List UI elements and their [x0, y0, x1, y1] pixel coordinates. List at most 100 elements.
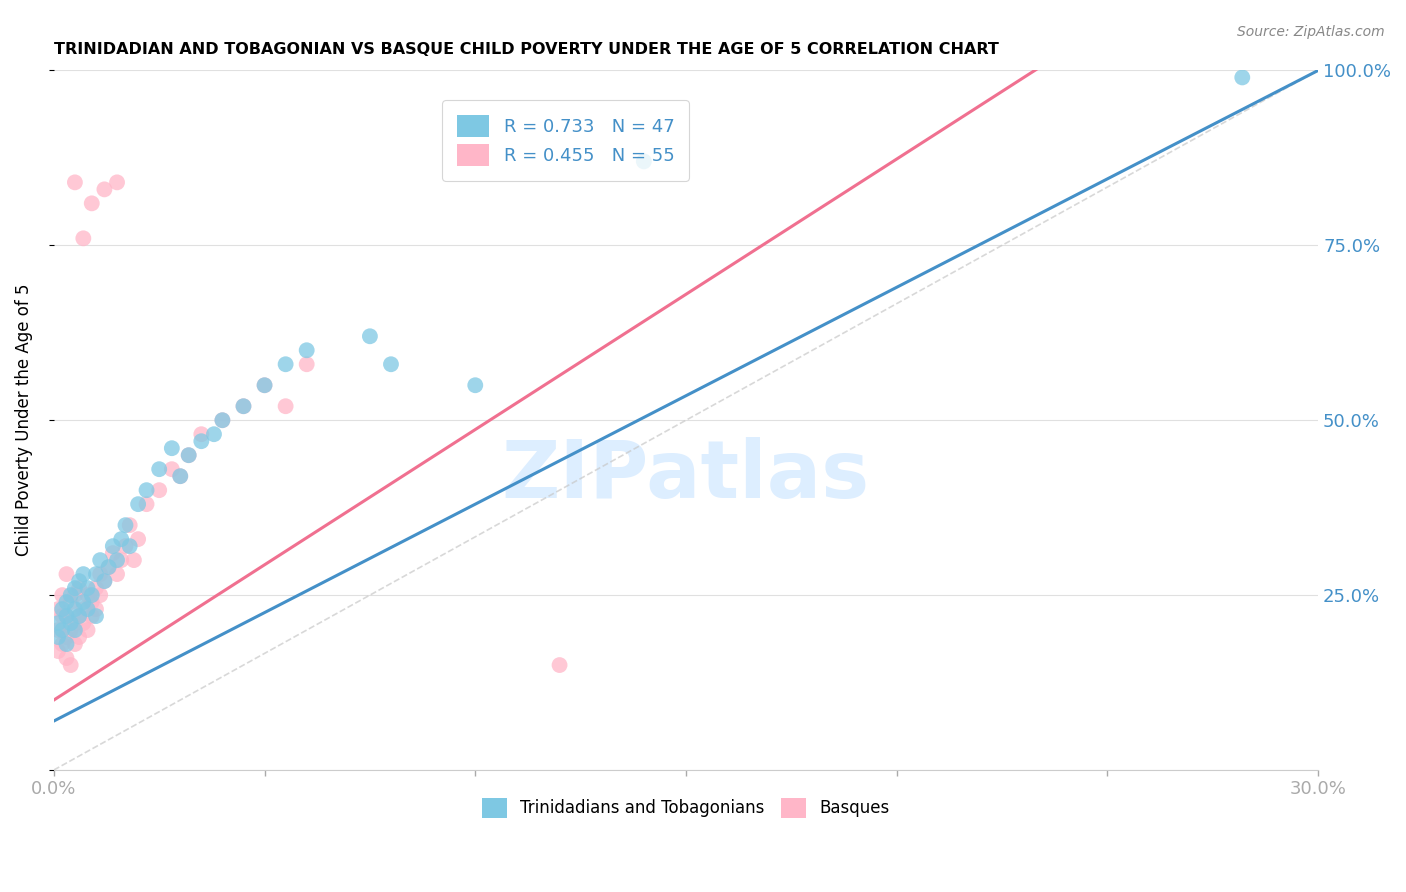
Point	[295, 357, 318, 371]
Point	[464, 378, 486, 392]
Point	[160, 462, 183, 476]
Point	[63, 637, 86, 651]
Text: ZIPatlas: ZIPatlas	[502, 437, 870, 516]
Point	[59, 595, 82, 609]
Point	[55, 595, 77, 609]
Point	[110, 532, 132, 546]
Point	[274, 399, 297, 413]
Point	[76, 581, 98, 595]
Point	[72, 231, 94, 245]
Point	[232, 399, 254, 413]
Point	[46, 644, 69, 658]
Point	[51, 609, 73, 624]
Point	[177, 448, 200, 462]
Point	[84, 602, 107, 616]
Point	[105, 553, 128, 567]
Point	[135, 483, 157, 498]
Point	[202, 427, 225, 442]
Text: Source: ZipAtlas.com: Source: ZipAtlas.com	[1237, 25, 1385, 39]
Point	[51, 637, 73, 651]
Point	[55, 609, 77, 624]
Point	[55, 567, 77, 582]
Point	[55, 609, 77, 624]
Point	[80, 595, 103, 609]
Point	[101, 546, 124, 560]
Point	[72, 602, 94, 616]
Point	[177, 448, 200, 462]
Point	[76, 588, 98, 602]
Point	[46, 616, 69, 631]
Point	[114, 539, 136, 553]
Legend: Trinidadians and Tobagonians, Basques: Trinidadians and Tobagonians, Basques	[475, 791, 897, 824]
Point	[72, 616, 94, 631]
Point	[253, 378, 276, 392]
Point	[46, 602, 69, 616]
Point	[63, 623, 86, 637]
Point	[89, 567, 111, 582]
Point	[1232, 70, 1254, 85]
Point	[253, 378, 276, 392]
Point	[55, 651, 77, 665]
Point	[67, 581, 90, 595]
Point	[633, 154, 655, 169]
Point	[84, 609, 107, 624]
Point	[63, 616, 86, 631]
Point	[63, 581, 86, 595]
Point	[169, 469, 191, 483]
Point	[76, 602, 98, 616]
Point	[51, 602, 73, 616]
Point	[160, 441, 183, 455]
Point	[93, 574, 115, 588]
Point	[190, 434, 212, 449]
Point	[359, 329, 381, 343]
Point	[232, 399, 254, 413]
Point	[63, 588, 86, 602]
Point	[59, 658, 82, 673]
Point	[105, 175, 128, 189]
Point	[110, 553, 132, 567]
Point	[295, 343, 318, 358]
Point	[93, 574, 115, 588]
Point	[67, 609, 90, 624]
Point	[101, 539, 124, 553]
Point	[46, 630, 69, 644]
Point	[118, 539, 141, 553]
Point	[80, 196, 103, 211]
Point	[148, 483, 170, 498]
Point	[76, 623, 98, 637]
Point	[190, 427, 212, 442]
Point	[80, 588, 103, 602]
Point	[135, 497, 157, 511]
Point	[63, 602, 86, 616]
Point	[89, 553, 111, 567]
Point	[84, 567, 107, 582]
Point	[67, 609, 90, 624]
Point	[55, 637, 77, 651]
Point	[211, 413, 233, 427]
Point	[118, 518, 141, 533]
Point	[114, 518, 136, 533]
Point	[105, 567, 128, 582]
Point	[72, 595, 94, 609]
Point	[59, 623, 82, 637]
Point	[51, 623, 73, 637]
Y-axis label: Child Poverty Under the Age of 5: Child Poverty Under the Age of 5	[15, 284, 32, 557]
Point	[97, 560, 120, 574]
Point	[127, 497, 149, 511]
Point	[380, 357, 402, 371]
Point	[55, 630, 77, 644]
Point	[72, 567, 94, 582]
Point	[63, 175, 86, 189]
Point	[548, 658, 571, 673]
Point	[80, 609, 103, 624]
Point	[97, 560, 120, 574]
Point	[51, 588, 73, 602]
Point	[122, 553, 145, 567]
Point	[274, 357, 297, 371]
Point	[89, 588, 111, 602]
Point	[67, 630, 90, 644]
Point	[148, 462, 170, 476]
Point	[59, 616, 82, 631]
Point	[84, 581, 107, 595]
Text: TRINIDADIAN AND TOBAGONIAN VS BASQUE CHILD POVERTY UNDER THE AGE OF 5 CORRELATIO: TRINIDADIAN AND TOBAGONIAN VS BASQUE CHI…	[53, 42, 998, 57]
